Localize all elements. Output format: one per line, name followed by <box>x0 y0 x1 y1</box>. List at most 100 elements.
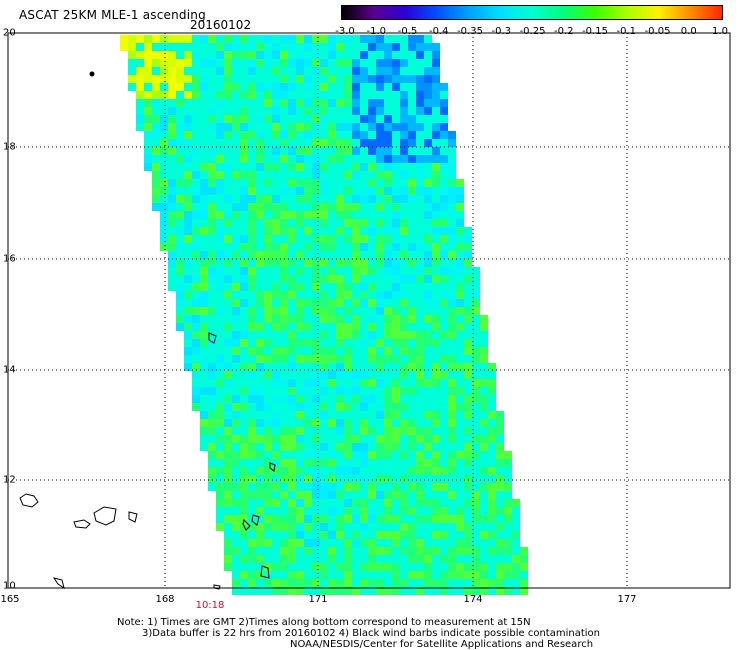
swath-cell <box>272 491 280 499</box>
swath-cell <box>432 163 440 171</box>
swath-cell <box>360 131 368 139</box>
swath-cell <box>464 427 472 435</box>
swath-cell <box>256 347 264 355</box>
swath-cell <box>232 427 240 435</box>
swath-cell <box>312 163 320 171</box>
swath-cell <box>360 387 368 395</box>
swath-cell <box>280 35 288 43</box>
swath-cell <box>264 451 272 459</box>
swath-cell <box>296 523 304 531</box>
swath-cell <box>296 35 304 43</box>
swath-cell <box>344 83 352 91</box>
swath-cell <box>200 323 208 331</box>
swath-cell <box>256 147 264 155</box>
swath-cell <box>160 147 168 155</box>
swath-cell <box>384 299 392 307</box>
swath-cell <box>312 507 320 515</box>
swath-cell <box>176 267 184 275</box>
swath-cell <box>312 483 320 491</box>
swath-cell <box>472 403 480 411</box>
swath-cell <box>168 251 176 259</box>
swath-cell <box>248 267 256 275</box>
swath-cell <box>232 459 240 467</box>
swath-cell <box>400 171 408 179</box>
swath-cell <box>256 555 264 563</box>
swath-cell <box>312 115 320 123</box>
swath-cell <box>168 171 176 179</box>
swath-cell <box>360 91 368 99</box>
swath-cell <box>208 155 216 163</box>
swath-cell <box>424 395 432 403</box>
swath-cell <box>208 427 216 435</box>
swath-cell <box>352 555 360 563</box>
swath-cell <box>296 267 304 275</box>
swath-cell <box>152 115 160 123</box>
swath-cell <box>384 419 392 427</box>
swath-cell <box>400 227 408 235</box>
swath-cell <box>392 219 400 227</box>
swath-cell <box>400 179 408 187</box>
swath-cell <box>176 59 184 67</box>
swath-cell <box>248 427 256 435</box>
swath-cell <box>240 243 248 251</box>
swath-cell <box>200 371 208 379</box>
swath-cell <box>272 179 280 187</box>
swath-cell <box>456 227 464 235</box>
swath-cell <box>336 267 344 275</box>
swath-cell <box>440 259 448 267</box>
swath-cell <box>256 163 264 171</box>
swath-cell <box>368 83 376 91</box>
swath-cell <box>320 427 328 435</box>
swath-cell <box>304 531 312 539</box>
swath-cell <box>240 323 248 331</box>
swath-cell <box>288 411 296 419</box>
swath-cell <box>160 195 168 203</box>
swath-cell <box>472 451 480 459</box>
swath-cell <box>272 195 280 203</box>
swath-cell <box>240 203 248 211</box>
swath-cell <box>352 579 360 587</box>
swath-cell <box>416 83 424 91</box>
swath-cell <box>360 179 368 187</box>
swath-cell <box>248 411 256 419</box>
swath-cell <box>232 179 240 187</box>
swath-cell <box>384 203 392 211</box>
swath-cell <box>320 523 328 531</box>
swath-cell <box>392 131 400 139</box>
swath-cell <box>408 475 416 483</box>
swath-cell <box>368 187 376 195</box>
swath-cell <box>368 371 376 379</box>
island-outline <box>242 519 251 531</box>
swath-cell <box>432 483 440 491</box>
swath-cell <box>240 475 248 483</box>
swath-cell <box>344 203 352 211</box>
swath-cell <box>432 411 440 419</box>
swath-cell <box>232 291 240 299</box>
swath-cell <box>224 35 232 43</box>
swath-cell <box>400 43 408 51</box>
swath-cell <box>216 451 224 459</box>
swath-cell <box>144 91 152 99</box>
swath-cell <box>376 331 384 339</box>
swath-cell <box>432 51 440 59</box>
swath-cell <box>368 563 376 571</box>
swath-cell <box>360 35 368 43</box>
swath-cell <box>200 291 208 299</box>
swath-cell <box>424 331 432 339</box>
swath-cell <box>440 419 448 427</box>
swath-cell <box>416 523 424 531</box>
swath-cell <box>304 83 312 91</box>
swath-cell <box>264 139 272 147</box>
swath-cell <box>296 51 304 59</box>
swath-cell <box>312 563 320 571</box>
swath-cell <box>336 323 344 331</box>
swath-cell <box>360 363 368 371</box>
swath-cell <box>144 43 152 51</box>
swath-cell <box>376 195 384 203</box>
swath-cell <box>336 475 344 483</box>
swath-cell <box>472 531 480 539</box>
swath-cell <box>208 99 216 107</box>
swath-cell <box>440 267 448 275</box>
swath-cell <box>488 395 496 403</box>
swath-cell <box>400 267 408 275</box>
